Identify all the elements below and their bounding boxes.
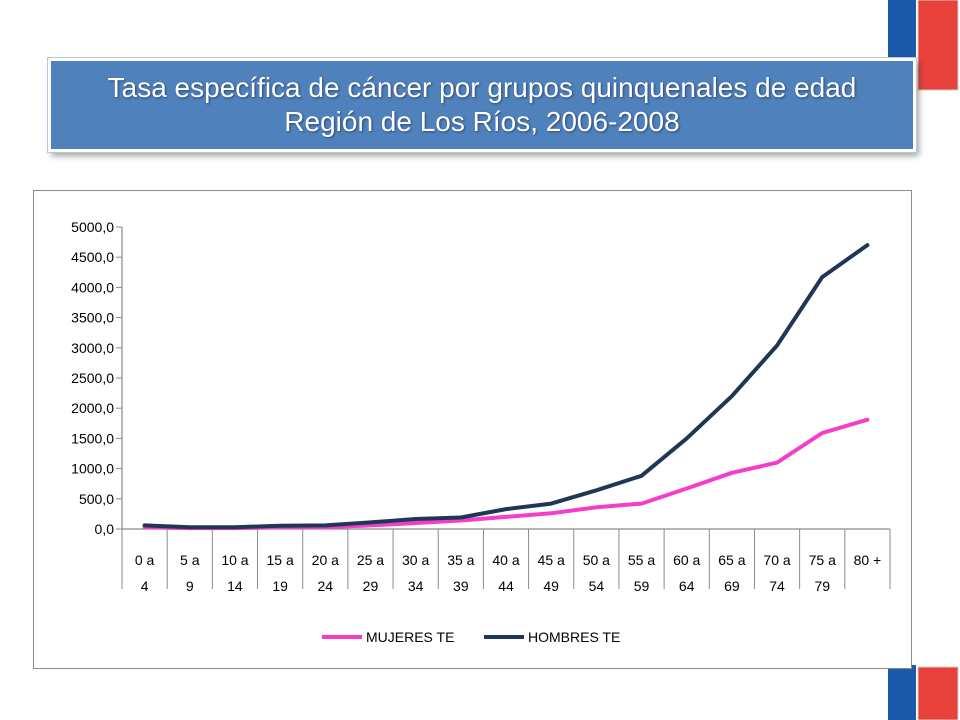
x-tick-label-line2: 69	[724, 578, 740, 594]
y-tick-label: 3000,0	[71, 340, 114, 356]
x-tick-label-line2: 9	[186, 578, 194, 594]
flag-blue-strip	[888, 665, 916, 720]
x-tick-label-line2: 19	[272, 578, 288, 594]
x-tick-label-line2: 14	[227, 578, 243, 594]
flag-decoration-bottom	[888, 665, 959, 720]
x-tick-label: 0 a	[135, 552, 155, 568]
x-tick-label: 45 a	[538, 552, 565, 568]
y-tick-label: 2000,0	[71, 400, 114, 416]
x-tick-label-line2: 39	[453, 578, 469, 594]
x-tick-label: 25 a	[357, 552, 384, 568]
y-tick-label: 4000,0	[71, 279, 114, 295]
x-tick-label-line2: 54	[589, 578, 605, 594]
x-tick-label-line2: 24	[318, 578, 334, 594]
x-tick-label-line2: 74	[769, 578, 785, 594]
x-tick-label-line2: 79	[814, 578, 830, 594]
legend-label: MUJERES TE	[366, 629, 454, 645]
x-tick-label: 70 a	[763, 552, 790, 568]
y-tick-label: 0,0	[95, 521, 115, 537]
y-tick-label: 4500,0	[71, 249, 114, 265]
x-tick-label: 20 a	[312, 552, 339, 568]
x-tick-label: 50 a	[583, 552, 610, 568]
x-tick-label: 15 a	[266, 552, 293, 568]
x-tick-label-line2: 4	[141, 578, 149, 594]
title-banner: Tasa específica de cáncer por grupos qui…	[48, 58, 916, 152]
x-tick-label-line2: 29	[363, 578, 379, 594]
x-tick-label-line2: 44	[498, 578, 514, 594]
chart-title: Tasa específica de cáncer por grupos qui…	[107, 72, 857, 103]
x-tick-label: 65 a	[718, 552, 745, 568]
y-tick-label: 1000,0	[71, 461, 114, 477]
legend-label: HOMBRES TE	[528, 629, 620, 645]
x-tick-label: 10 a	[221, 552, 248, 568]
chart-frame: 0,0 500,0 1000,0 1500,0 2000,0 2500,0 3000,0 35…	[33, 190, 912, 669]
x-tick-label-line2: 59	[634, 578, 650, 594]
y-tick-label: 1500,0	[71, 430, 114, 446]
x-tick-label: 80 +	[854, 552, 882, 568]
x-tick-label: 30 a	[402, 552, 429, 568]
x-tick-label-line2: 64	[679, 578, 695, 594]
x-tick-label: 35 a	[447, 552, 474, 568]
chart-subtitle: Región de Los Ríos, 2006-2008	[284, 106, 680, 137]
x-tick-label: 75 a	[809, 552, 836, 568]
x-tick-label: 5 a	[180, 552, 200, 568]
y-tick-label: 3500,0	[71, 310, 114, 326]
y-tick-label: 500,0	[79, 491, 114, 507]
series-line-mujeres	[142, 417, 870, 531]
y-tick-label: 2500,0	[71, 370, 114, 386]
flag-red-strip	[917, 0, 959, 91]
flag-decoration-top	[888, 0, 959, 92]
x-tick-label: 40 a	[492, 552, 519, 568]
flag-red-strip	[917, 666, 959, 720]
y-tick-label: 5000,0	[71, 219, 114, 235]
x-tick-label: 55 a	[628, 552, 655, 568]
x-tick-label: 60 a	[673, 552, 700, 568]
line-chart: 0,0 500,0 1000,0 1500,0 2000,0 2500,0 3000,0 35…	[71, 219, 891, 645]
series-line-hombres	[142, 243, 870, 530]
x-tick-label-line2: 34	[408, 578, 424, 594]
x-tick-label-line2: 49	[543, 578, 559, 594]
